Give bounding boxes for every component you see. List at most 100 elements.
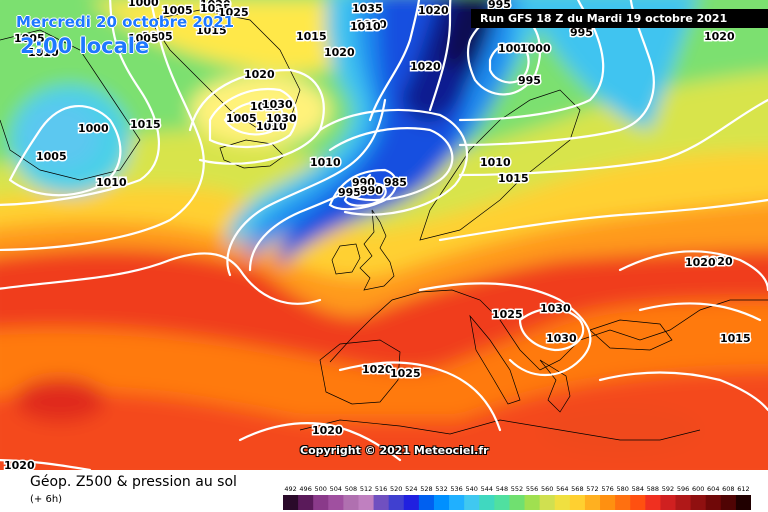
color-scale-tick-label: 592 xyxy=(662,485,674,493)
isobar xyxy=(0,252,322,305)
europe-coastline xyxy=(329,289,768,371)
scandinavia-coastline xyxy=(419,89,581,241)
color-scale-swatch xyxy=(705,495,722,510)
color-scale-swatch xyxy=(569,495,586,510)
color-scale-tick-label: 600 xyxy=(692,485,704,493)
isobar xyxy=(368,0,421,122)
isobar-label: 1010 xyxy=(310,156,341,169)
isobar xyxy=(188,68,325,165)
isobar-label: 1000 xyxy=(78,122,109,135)
isobar-label: 990 xyxy=(360,184,383,197)
color-scale-tick-label: 496 xyxy=(299,485,311,493)
color-scale-tick-label: 568 xyxy=(571,485,583,493)
isobar-label: 1005 xyxy=(498,42,529,55)
forecast-lead-time: (+ 6h) xyxy=(30,494,63,505)
color-scale-tick-label: 604 xyxy=(707,485,719,493)
color-scale-swatch xyxy=(524,495,541,510)
isobar xyxy=(226,98,387,277)
color-scale-tick-label: 608 xyxy=(722,485,734,493)
isobar-label: 990 xyxy=(352,176,375,189)
forecast-date: Mercredi 20 octobre 2021 xyxy=(16,13,235,31)
isobar-label: 1030 xyxy=(540,302,571,315)
chart-title: Géop. Z500 & pression au sol xyxy=(30,474,237,490)
isobar xyxy=(0,0,161,206)
isobar-label: 1020 xyxy=(324,46,355,59)
isobar xyxy=(458,98,768,177)
color-scale-tick-label: 580 xyxy=(616,485,628,493)
isobar xyxy=(343,182,387,207)
color-scale-swatch xyxy=(418,495,435,510)
greece-coastline xyxy=(539,359,571,413)
isobars xyxy=(0,0,768,470)
color-scale-swatch xyxy=(313,495,329,510)
color-scale-tick-label: 556 xyxy=(526,485,538,493)
isobar-label: 1025 xyxy=(390,367,421,380)
color-scale-tick-label: 532 xyxy=(435,485,447,493)
color-scale-swatch xyxy=(403,495,420,510)
isobar xyxy=(618,250,768,292)
isobar-label: 1010 xyxy=(28,46,59,59)
isobar-label: 1010 xyxy=(256,120,287,133)
isobar-label: 1020 xyxy=(312,424,343,437)
isobar xyxy=(238,422,402,462)
isobar xyxy=(338,361,502,432)
color-scale-tick-label: 492 xyxy=(284,485,296,493)
color-scale-tick-label: 520 xyxy=(390,485,402,493)
isobar-label: 1025 xyxy=(200,2,231,15)
iceland-coastline xyxy=(219,139,285,169)
isobar-label: 1020 xyxy=(704,30,735,43)
color-scale-tick-label: 540 xyxy=(465,485,477,493)
color-scale-swatch xyxy=(283,495,299,510)
color-scale-tick-label: 552 xyxy=(511,485,523,493)
isobar xyxy=(458,0,605,122)
isobar-label: 1025 xyxy=(218,6,249,19)
black-sea-coastline xyxy=(589,319,673,351)
isobar xyxy=(638,302,762,322)
isobar xyxy=(598,371,768,412)
isobar xyxy=(328,127,454,202)
isobar-label: 1015 xyxy=(720,332,751,345)
color-scale-swatch xyxy=(720,495,737,510)
color-scale-swatch xyxy=(373,495,390,510)
color-scale-swatch xyxy=(328,495,344,510)
isobar-label: 1020 xyxy=(200,0,231,11)
isobar-label: 1010 xyxy=(480,156,511,169)
isobar-label: 1030 xyxy=(546,332,577,345)
color-scale-swatch xyxy=(690,495,707,510)
geopotential-field xyxy=(0,0,768,470)
isobar-label: 1030 xyxy=(356,18,387,31)
isobar xyxy=(0,459,92,470)
italy-coastline xyxy=(469,314,521,405)
color-scale-swatch xyxy=(343,495,359,510)
color-scale-swatch xyxy=(630,495,646,510)
north-africa-coastline xyxy=(299,419,701,441)
color-scale-swatch xyxy=(494,495,510,510)
color-scale-swatch xyxy=(358,495,375,510)
isobar-label: 1020 xyxy=(418,4,449,17)
isobar-label: 985 xyxy=(384,176,407,189)
color-scale-legend: 492 496 500 504 508 512 516 520 524 528 532 536 540 5… xyxy=(283,485,751,510)
color-scale-tick-label: 560 xyxy=(541,485,553,493)
color-scale-swatch xyxy=(388,495,405,510)
color-scale-tick-label: 528 xyxy=(420,485,432,493)
isobar-label: 1000 xyxy=(520,42,551,55)
isobar-label: 1005 xyxy=(142,30,173,43)
isobar-label: 1005 xyxy=(162,4,193,17)
isobar xyxy=(0,0,205,251)
coastlines xyxy=(0,9,768,441)
isobar-label: 1015 xyxy=(130,118,161,131)
british-isles-coastline xyxy=(359,209,395,291)
color-scale-tick-label: 504 xyxy=(330,485,342,493)
isobar-label: 1030 xyxy=(266,112,297,125)
isobar xyxy=(208,87,298,148)
isobar-label: 1010 xyxy=(350,20,381,33)
chart-footer: Géop. Z500 & pression au sol (+ 6h) 492 4… xyxy=(0,470,768,512)
color-scale-swatch xyxy=(675,495,692,510)
color-scale-swatch xyxy=(298,495,314,510)
isobar-label: 1020 xyxy=(410,60,441,73)
isobar-label: 995 xyxy=(518,74,541,87)
color-scale-tick-label: 536 xyxy=(450,485,462,493)
color-scale-swatch xyxy=(464,495,480,510)
